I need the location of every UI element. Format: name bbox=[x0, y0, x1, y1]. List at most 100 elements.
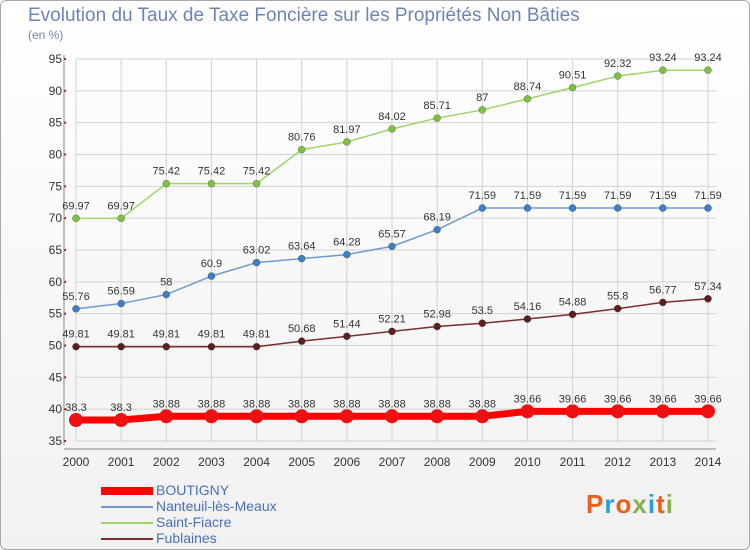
data-label: 65.57 bbox=[378, 228, 406, 240]
data-label: 55.76 bbox=[62, 291, 90, 303]
y-tick-mark bbox=[64, 312, 66, 315]
data-point bbox=[252, 342, 261, 351]
y-tick-label: 70 bbox=[49, 211, 63, 225]
data-label: 71.59 bbox=[649, 190, 677, 202]
data-label: 39.66 bbox=[649, 393, 677, 405]
data-label: 68.19 bbox=[423, 212, 451, 224]
y-tick-mark bbox=[64, 249, 66, 251]
y-tick-mark bbox=[64, 344, 66, 347]
data-label: 51.44 bbox=[333, 318, 361, 330]
logo-letter: i bbox=[647, 489, 657, 519]
data-point bbox=[478, 106, 487, 114]
data-label: 84.02 bbox=[378, 111, 406, 123]
data-labels: 38.3 38.3 38.88 38.88 38.88 38.88 38.88 38.88 38… bbox=[62, 52, 722, 414]
data-point bbox=[339, 409, 354, 424]
data-point bbox=[433, 225, 441, 234]
y-tick-label: 60 bbox=[49, 275, 63, 289]
y-tick-label: 50 bbox=[49, 339, 63, 353]
data-label: 63.64 bbox=[288, 241, 316, 253]
x-tick-label: 2007 bbox=[379, 455, 406, 469]
data-label: 63.02 bbox=[243, 245, 271, 257]
y-tick-label: 95 bbox=[49, 52, 63, 66]
data-point bbox=[207, 272, 216, 280]
data-label: 56.77 bbox=[649, 284, 677, 296]
data-point bbox=[207, 179, 216, 188]
data-label: 71.59 bbox=[559, 190, 587, 202]
data-point bbox=[568, 83, 577, 92]
data-point bbox=[297, 337, 306, 345]
data-label: 38.88 bbox=[243, 398, 271, 410]
data-label: 53.5 bbox=[472, 305, 493, 317]
data-label: 49.81 bbox=[62, 329, 90, 341]
data-label: 39.66 bbox=[559, 393, 587, 405]
data-point bbox=[159, 409, 174, 424]
data-label: 54.16 bbox=[514, 301, 542, 313]
data-point bbox=[613, 72, 622, 80]
x-tick-label: 2000 bbox=[63, 455, 90, 469]
data-label: 49.81 bbox=[153, 329, 181, 341]
data-point bbox=[249, 409, 264, 424]
data-point bbox=[72, 342, 80, 351]
data-point bbox=[72, 305, 80, 313]
data-point bbox=[701, 404, 715, 419]
legend-label: Saint-Fiacre bbox=[156, 514, 232, 530]
y-tick-mark bbox=[64, 121, 66, 124]
data-point bbox=[252, 179, 261, 188]
data-point bbox=[613, 204, 622, 212]
data-label: 71.59 bbox=[694, 190, 722, 202]
data-point bbox=[433, 322, 441, 331]
data-label: 80.76 bbox=[288, 132, 316, 144]
data-label: 60.9 bbox=[201, 258, 222, 270]
series-layer bbox=[69, 66, 715, 427]
x-tick-label: 2009 bbox=[469, 455, 496, 469]
x-tick-label: 2002 bbox=[153, 455, 180, 469]
data-label: 90.51 bbox=[559, 70, 587, 82]
data-point bbox=[568, 310, 577, 319]
data-point bbox=[659, 298, 667, 307]
proxiti-logo: Proxiti bbox=[586, 489, 674, 520]
data-point bbox=[523, 204, 532, 212]
data-point bbox=[204, 409, 219, 424]
x-tick-label: 2006 bbox=[334, 455, 361, 469]
data-label: 71.59 bbox=[604, 190, 632, 202]
data-label: 38.88 bbox=[153, 398, 181, 410]
data-label: 55.8 bbox=[607, 291, 628, 303]
y-tick-mark bbox=[64, 58, 66, 60]
legend-item: Nanteuil-lès-Meaux bbox=[101, 498, 361, 515]
y-tick-label: 65 bbox=[49, 243, 63, 257]
data-label: 38.88 bbox=[198, 398, 226, 410]
data-label: 38.3 bbox=[65, 402, 86, 414]
y-tick-mark bbox=[64, 408, 66, 411]
data-point bbox=[297, 145, 306, 154]
data-label: 39.66 bbox=[604, 393, 632, 405]
data-point bbox=[117, 342, 125, 351]
data-point bbox=[655, 404, 670, 419]
data-label: 93.24 bbox=[694, 52, 722, 64]
data-point bbox=[69, 412, 83, 427]
data-point bbox=[478, 204, 487, 212]
axes: 35 40 45 50 55 60 65 70 75 80 85 90 95 2000 2001 2002 20… bbox=[49, 52, 722, 469]
x-tick-label: 2005 bbox=[288, 455, 315, 469]
data-label: 81.97 bbox=[333, 124, 361, 136]
data-point bbox=[659, 204, 667, 212]
data-point bbox=[433, 114, 441, 122]
data-point bbox=[523, 95, 532, 103]
data-point bbox=[294, 409, 309, 424]
data-label: 58 bbox=[160, 277, 172, 289]
data-label: 69.97 bbox=[62, 200, 90, 212]
y-tick-mark bbox=[64, 440, 66, 442]
data-label: 85.71 bbox=[423, 100, 451, 112]
data-label: 87 bbox=[476, 92, 488, 104]
y-tick-mark bbox=[64, 376, 66, 379]
data-point bbox=[704, 294, 712, 303]
logo-letter: i bbox=[665, 489, 674, 519]
data-point bbox=[568, 204, 577, 212]
data-point bbox=[207, 342, 216, 351]
data-point bbox=[610, 404, 625, 419]
data-point bbox=[704, 66, 712, 75]
data-point bbox=[388, 125, 396, 133]
logo-letter: r bbox=[604, 489, 616, 519]
legend-swatch bbox=[101, 506, 153, 508]
